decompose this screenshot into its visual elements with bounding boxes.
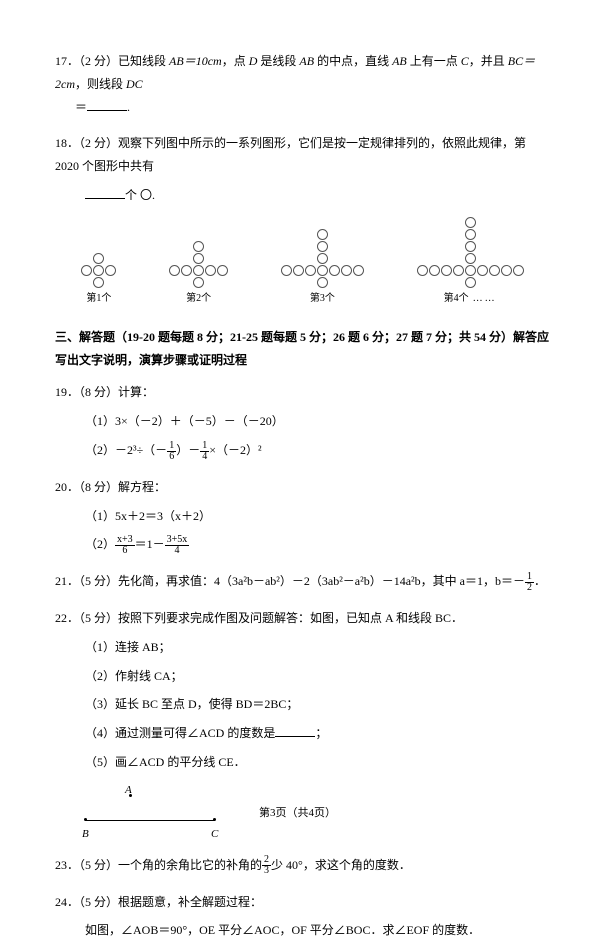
blank-input[interactable] bbox=[85, 186, 125, 199]
q17-num: 17．（2 分） bbox=[55, 54, 118, 68]
question-24: 24．（5 分）根据题意，补全解题过程： 如图，∠AOB＝90°，OE 平分∠A… bbox=[55, 891, 550, 942]
question-17: 17．（2 分）已知线段 AB＝10cm，点 D 是线段 AB 的中点，直线 A… bbox=[55, 50, 550, 118]
blank-input[interactable] bbox=[87, 98, 127, 111]
blank-input[interactable] bbox=[275, 724, 315, 737]
question-18: 18．（2 分）观察下列图中所示的一系列图形，它们是按一定规律排列的，依照此规律… bbox=[55, 132, 550, 307]
question-21: 21．（5 分）先化简，再求值：4（3a²b－ab²）－2（3ab²－a²b）－… bbox=[55, 570, 550, 593]
question-19: 19．（8 分）计算： （1）3×（－2）＋（－5）－（－20） （2）－2³÷… bbox=[55, 381, 550, 461]
question-23: 23．（5 分）一个角的余角比它的补角的23少 40°，求这个角的度数． bbox=[55, 854, 550, 877]
section-3-title: 三、解答题（19-20 题每题 8 分；21-25 题每题 5 分；26 题 6… bbox=[55, 326, 550, 372]
q18-num: 18．（2 分） bbox=[55, 136, 118, 150]
question-20: 20．（8 分）解方程： （1）5x＋2＝3（x＋2） （2）x+36＝1－3+… bbox=[55, 476, 550, 556]
pattern-diagram: 第1个 第2个 第3个 第4个…… bbox=[55, 217, 550, 308]
page-footer: 第3页（共4页） bbox=[0, 803, 595, 824]
